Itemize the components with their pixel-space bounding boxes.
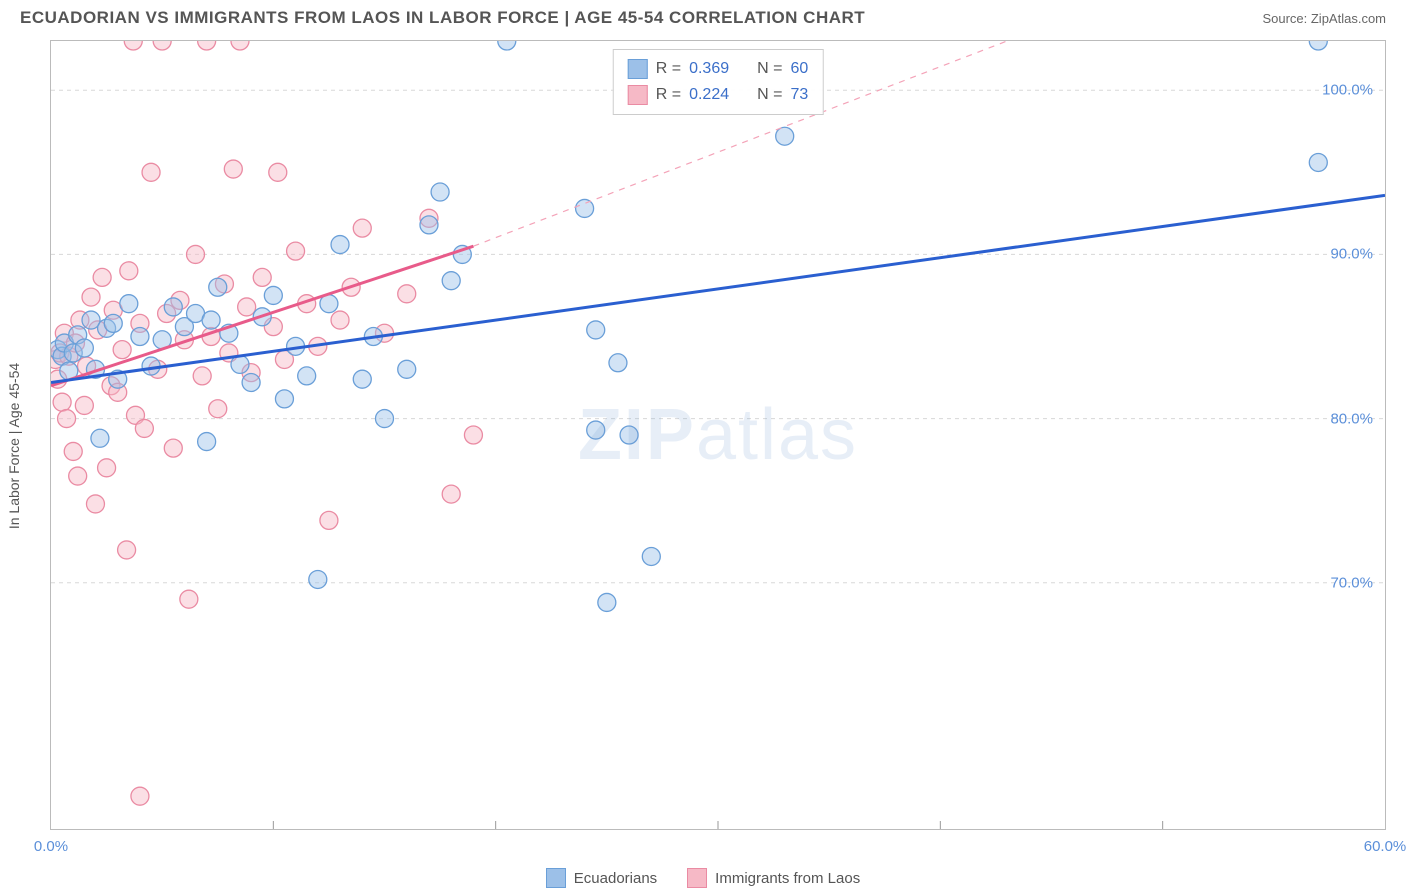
y-tick-label: 80.0% [1330,410,1373,427]
legend-label-2: Immigrants from Laos [715,870,860,887]
swatch-pink [628,85,648,105]
y-tick-label: 70.0% [1330,574,1373,591]
legend-label-1: Ecuadorians [574,870,657,887]
r-value-2: 0.224 [689,86,729,104]
x-tick-label: 60.0% [1364,838,1406,855]
n-value-2: 73 [790,86,808,104]
r-value-1: 0.369 [689,60,729,78]
legend-swatch-pink [687,868,707,888]
chart-svg [51,41,1385,829]
n-value-1: 60 [790,60,808,78]
chart-title: ECUADORIAN VS IMMIGRANTS FROM LAOS IN LA… [20,8,865,28]
y-tick-label: 90.0% [1330,246,1373,263]
n-label-2: N = [757,86,782,104]
swatch-blue [628,59,648,79]
legend-bottom: Ecuadorians Immigrants from Laos [0,868,1406,888]
legend-swatch-blue [546,868,566,888]
n-label-1: N = [757,60,782,78]
y-axis-label: In Labor Force | Age 45-54 [6,363,22,529]
correlation-stats-box: R = 0.369 N = 60 R = 0.224 N = 73 [613,49,824,115]
stats-row-1: R = 0.369 N = 60 [628,56,809,82]
r-label-2: R = [656,86,681,104]
legend-item-laos: Immigrants from Laos [687,868,860,888]
y-tick-label: 100.0% [1322,82,1373,99]
chart-area: ZIPatlas R = 0.369 N = 60 R = 0.224 N = … [50,40,1386,830]
x-tick-label: 0.0% [34,838,68,855]
source-label: Source: ZipAtlas.com [1262,11,1386,26]
r-label-1: R = [656,60,681,78]
stats-row-2: R = 0.224 N = 73 [628,82,809,108]
legend-item-ecuadorians: Ecuadorians [546,868,657,888]
